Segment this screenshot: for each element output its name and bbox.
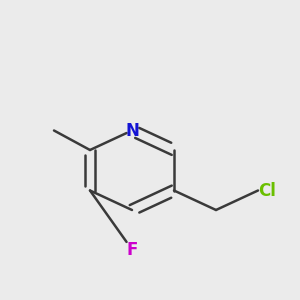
Text: F: F bbox=[126, 241, 138, 259]
Text: Cl: Cl bbox=[258, 182, 276, 200]
Text: N: N bbox=[125, 122, 139, 140]
